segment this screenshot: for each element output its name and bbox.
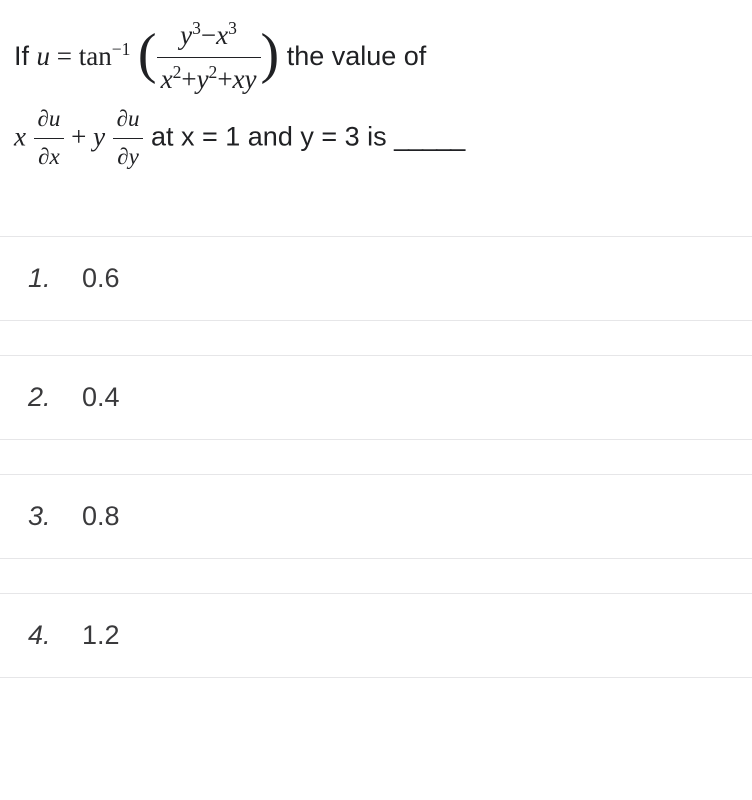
plus-sign: + [64, 122, 93, 152]
option-number: 2. [28, 382, 82, 413]
equals: = [50, 41, 79, 71]
var-u: u [37, 41, 51, 71]
options-list: 1. 0.6 2. 0.4 3. 0.8 4. 1.2 [0, 200, 752, 678]
var-y: y [93, 122, 105, 152]
option-number: 3. [28, 501, 82, 532]
main-fraction: y3−x3 x2+y2+xy [157, 14, 261, 101]
frac-denominator: x2+y2+xy [157, 57, 261, 101]
option-number: 1. [28, 263, 82, 294]
question-block: If u = tan−1 ( y3−x3 x2+y2+xy ) the valu… [0, 0, 752, 200]
option-2[interactable]: 2. 0.4 [0, 355, 752, 440]
option-value: 0.4 [82, 382, 120, 413]
var-x: x [14, 122, 26, 152]
option-value: 1.2 [82, 620, 120, 651]
frac-numerator: y3−x3 [157, 14, 261, 57]
option-1[interactable]: 1. 0.6 [0, 236, 752, 321]
option-value: 0.6 [82, 263, 120, 294]
partial-frac-x: ∂u ∂x [34, 101, 65, 176]
exp-neg1: −1 [112, 39, 131, 59]
question-line-1: If u = tan−1 ( y3−x3 x2+y2+xy ) the valu… [14, 14, 738, 101]
option-number: 4. [28, 620, 82, 651]
func-tan: tan [79, 41, 112, 71]
option-value: 0.8 [82, 501, 120, 532]
option-4[interactable]: 4. 1.2 [0, 593, 752, 678]
partial-frac-y: ∂u ∂y [113, 101, 144, 176]
text-valueof: the value of [287, 41, 427, 71]
option-3[interactable]: 3. 0.8 [0, 474, 752, 559]
blank: _____ [394, 122, 464, 152]
question-line-2: x ∂u ∂x + y ∂u ∂y at x = 1 and y = 3 is … [14, 101, 738, 176]
text-if: If [14, 41, 37, 71]
text-atxy: at x = 1 and y = 3 is [143, 122, 394, 152]
